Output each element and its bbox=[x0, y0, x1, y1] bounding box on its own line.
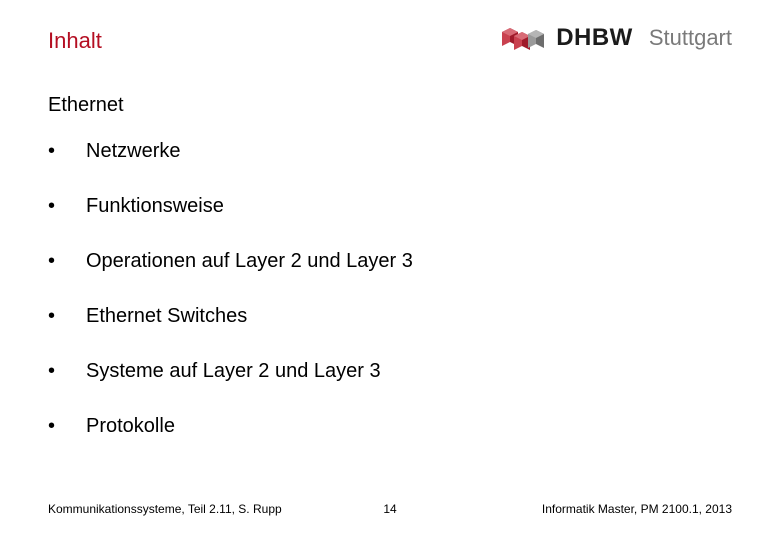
bullet-label: Netzwerke bbox=[86, 140, 688, 163]
footer-right: Informatik Master, PM 2100.1, 2013 bbox=[542, 502, 732, 516]
bullet-icon: • bbox=[48, 140, 86, 163]
bullet-icon: • bbox=[48, 195, 86, 218]
list-item: • Funktionsweise bbox=[48, 195, 688, 218]
dhbw-logo-icon bbox=[500, 20, 546, 56]
bullet-label: Protokolle bbox=[86, 415, 688, 438]
list-item: • Ethernet Switches bbox=[48, 305, 688, 328]
section-heading: Ethernet bbox=[48, 94, 124, 117]
bullet-label: Operationen auf Layer 2 und Layer 3 bbox=[86, 250, 688, 273]
bullet-label: Funktionsweise bbox=[86, 195, 688, 218]
logo-group: DHBW Stuttgart bbox=[500, 20, 732, 56]
footer-left: Kommunikationssysteme, Teil 2.11, S. Rup… bbox=[48, 502, 282, 516]
bullet-label: Ethernet Switches bbox=[86, 305, 688, 328]
bullet-list: • Netzwerke • Funktionsweise • Operation… bbox=[48, 140, 688, 470]
list-item: • Netzwerke bbox=[48, 140, 688, 163]
list-item: • Protokolle bbox=[48, 415, 688, 438]
bullet-icon: • bbox=[48, 415, 86, 438]
list-item: • Operationen auf Layer 2 und Layer 3 bbox=[48, 250, 688, 273]
stuttgart-label: Stuttgart bbox=[649, 25, 732, 51]
bullet-icon: • bbox=[48, 360, 86, 383]
bullet-icon: • bbox=[48, 305, 86, 328]
footer: Kommunikationssysteme, Teil 2.11, S. Rup… bbox=[0, 502, 780, 516]
bullet-label: Systeme auf Layer 2 und Layer 3 bbox=[86, 360, 688, 383]
logo-cube-3 bbox=[528, 30, 544, 48]
bullet-icon: • bbox=[48, 250, 86, 273]
list-item: • Systeme auf Layer 2 und Layer 3 bbox=[48, 360, 688, 383]
page-title: Inhalt bbox=[48, 28, 102, 54]
dhbw-label: DHBW bbox=[556, 24, 633, 52]
